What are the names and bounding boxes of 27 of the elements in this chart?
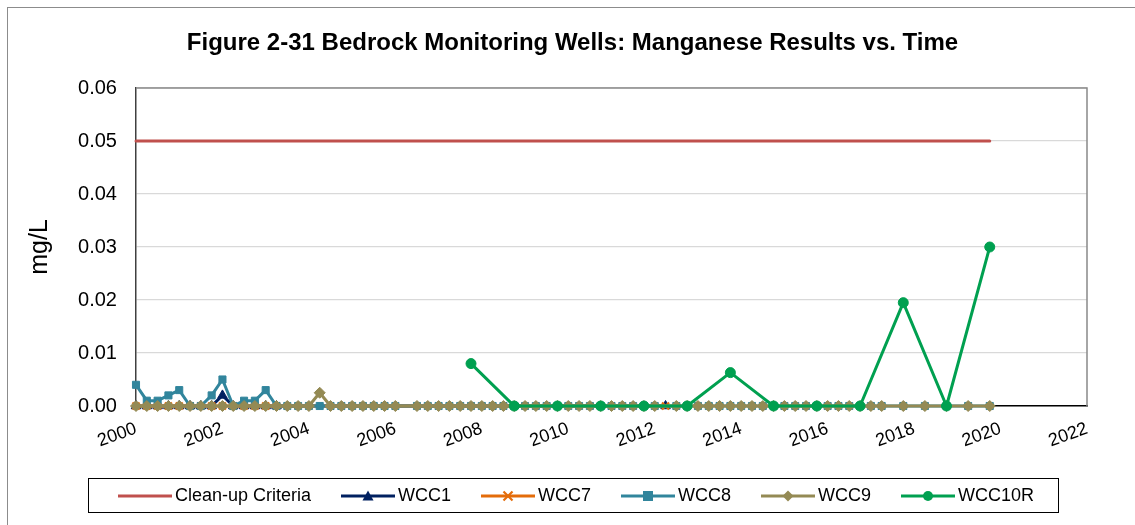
- y-axis-title: mg/L: [23, 219, 52, 275]
- y-tick-label: 0.01: [78, 340, 117, 363]
- x-tick-label: 2004: [267, 417, 312, 451]
- legend-label: WCC10R: [958, 485, 1035, 506]
- y-tick-label: 0.04: [78, 181, 117, 204]
- x-tick-label: 2016: [786, 417, 831, 451]
- x-tick-label: 2018: [872, 417, 918, 451]
- legend-label: WCC8: [678, 485, 732, 506]
- x-tick-label: 2020: [959, 417, 1004, 451]
- x-tick-label: 2000: [94, 417, 140, 451]
- x-tick-label: 2010: [526, 417, 572, 451]
- y-tick-label: 0.06: [78, 75, 117, 98]
- legend-label: WCC7: [538, 485, 592, 506]
- x-tick-label: 2006: [353, 417, 399, 451]
- x-tick-label: 2012: [613, 417, 658, 451]
- x-tick-label: 2014: [699, 417, 745, 451]
- x-tick-label: 2008: [440, 417, 485, 451]
- legend-label: WCC9: [818, 485, 872, 506]
- chart-title: Figure 2-31 Bedrock Monitoring Wells: Manganese Results vs. Time: [185, 27, 960, 56]
- x-tick-label: 2022: [1045, 417, 1091, 451]
- y-tick-label: 0.00: [78, 393, 117, 416]
- y-tick-label: 0.03: [78, 234, 117, 257]
- y-tick-label: 0.02: [78, 287, 117, 310]
- legend-label: Clean-up Criteria: [175, 485, 312, 506]
- x-tick-label: 2002: [181, 417, 226, 451]
- y-tick-label: 0.05: [78, 128, 117, 151]
- legend-label: WCC1: [398, 485, 452, 506]
